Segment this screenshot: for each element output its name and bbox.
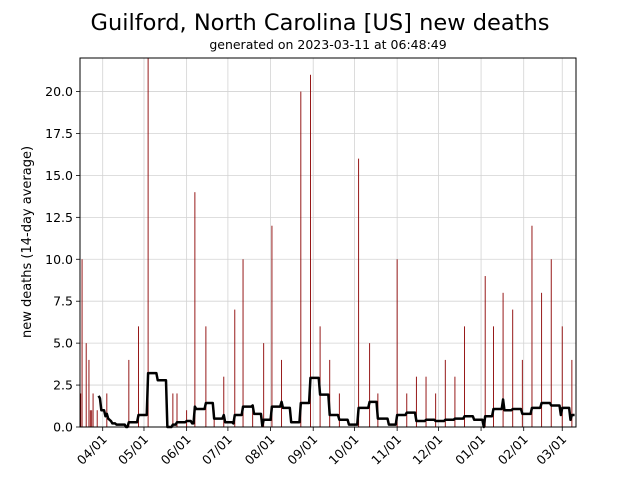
grid <box>80 58 576 428</box>
bar <box>81 259 83 427</box>
bar <box>571 359 573 427</box>
bar <box>338 393 340 427</box>
bar <box>541 292 543 427</box>
plot-frame <box>79 57 577 428</box>
bar <box>512 309 514 427</box>
bar <box>186 410 188 427</box>
bar <box>172 393 174 427</box>
x-ticks: 04/01 05/01 06/01 07/01 08/01 09/01 10/01 11/01… <box>74 427 569 468</box>
bar <box>96 410 98 427</box>
bar <box>444 359 446 427</box>
bar <box>561 326 563 427</box>
bar <box>464 326 466 427</box>
average-line <box>97 371 575 429</box>
x-tick-label: 08/01 <box>242 432 278 468</box>
bar <box>369 343 371 427</box>
bar <box>425 376 427 427</box>
bar <box>147 58 149 427</box>
y-tick-label: 15.0 <box>45 168 73 183</box>
bar <box>492 326 494 427</box>
x-tick-label: 07/01 <box>199 432 235 468</box>
x-tick-label: 04/01 <box>74 432 110 468</box>
bar <box>88 359 90 427</box>
bar <box>252 410 254 427</box>
y-tick-label: 12.5 <box>45 210 73 225</box>
bar <box>92 393 94 427</box>
bar <box>91 410 93 427</box>
bar <box>271 225 273 427</box>
bar <box>89 410 91 427</box>
bar <box>176 393 178 427</box>
bar <box>205 326 207 427</box>
bar <box>138 326 139 427</box>
bar <box>415 376 417 427</box>
average-line-path <box>97 371 575 429</box>
bar <box>454 376 456 427</box>
x-tick-label: 03/01 <box>533 432 569 468</box>
bar <box>502 292 504 427</box>
bar <box>435 393 437 427</box>
x-tick-label: 10/01 <box>326 432 362 468</box>
bar <box>234 309 236 427</box>
bar <box>223 376 225 427</box>
bar <box>550 259 552 427</box>
chart-title: Guilford, North Carolina [US] new deaths <box>91 10 550 36</box>
chart-subtitle: generated on 2023-03-11 at 06:48:49 <box>209 37 446 52</box>
bars <box>80 58 573 428</box>
x-tick-label: 09/01 <box>284 432 320 468</box>
bar <box>80 393 82 427</box>
bar <box>396 259 398 427</box>
x-tick-label: 11/01 <box>368 432 404 468</box>
x-tick-label: 05/01 <box>115 432 151 468</box>
x-tick-label: 12/01 <box>409 432 445 468</box>
bar <box>310 74 311 427</box>
bar <box>406 393 408 427</box>
bar <box>531 225 533 427</box>
bar <box>484 276 486 427</box>
bar <box>106 393 108 427</box>
y-tick-label: 17.5 <box>45 126 73 141</box>
bar <box>521 359 523 427</box>
bar <box>128 359 130 427</box>
bar <box>329 359 331 427</box>
bar <box>300 91 302 427</box>
y-tick-label: 7.5 <box>53 294 73 309</box>
bar <box>319 326 321 427</box>
x-tick-label: 06/01 <box>158 432 194 468</box>
x-tick-label: 02/01 <box>495 432 531 468</box>
bar <box>242 259 244 427</box>
y-axis-label: new deaths (14-day average) <box>20 146 35 338</box>
bar <box>263 343 265 427</box>
x-tick-label: 01/01 <box>452 432 488 468</box>
y-ticks: 0.0 2.5 5.0 7.5 10.0 12.5 15.0 17.5 20.0 <box>45 84 80 435</box>
y-tick-label: 5.0 <box>53 336 73 351</box>
y-tick-label: 2.5 <box>53 378 73 393</box>
bar <box>358 158 360 428</box>
bar <box>85 343 87 427</box>
bar <box>281 359 283 427</box>
y-tick-label: 0.0 <box>53 420 73 435</box>
bar <box>194 192 196 427</box>
y-tick-label: 20.0 <box>45 84 73 99</box>
y-tick-label: 10.0 <box>45 252 73 267</box>
